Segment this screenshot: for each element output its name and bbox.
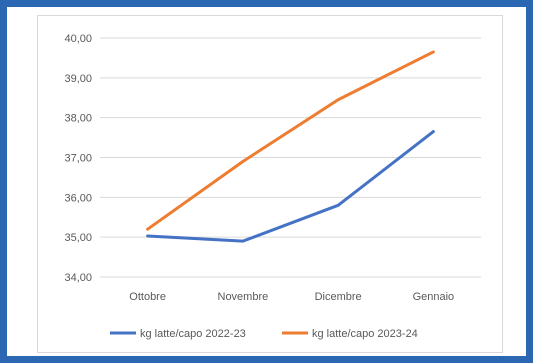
data-point (337, 204, 340, 207)
chart-panel: 34,00 35,00 36,00 37,00 38,00 39,00 40,00 Otto… (37, 15, 503, 353)
x-tick-label: Gennaio (413, 291, 455, 303)
data-point (241, 240, 244, 243)
data-point (337, 98, 340, 101)
y-tick-label: 39,00 (64, 73, 92, 85)
gridlines (100, 37, 481, 278)
data-point (146, 228, 149, 231)
data-point (146, 234, 149, 237)
legend-label: kg latte/capo 2022-23 (140, 328, 246, 340)
line-chart: 34,00 35,00 36,00 37,00 38,00 39,00 40,00 Otto… (64, 33, 481, 340)
series-line-2 (146, 50, 435, 231)
legend: kg latte/capo 2022-23 kg latte/capo 2023-… (110, 328, 418, 340)
y-tick-label: 37,00 (64, 153, 92, 165)
y-tick-label: 36,00 (64, 192, 92, 204)
series-lines (146, 50, 435, 243)
data-point (432, 50, 435, 53)
image-frame: 34,00 35,00 36,00 37,00 38,00 39,00 40,00 Otto… (7, 7, 526, 356)
x-tick-label: Novembre (218, 291, 269, 303)
data-point (432, 130, 435, 133)
y-axis-tick-labels: 34,00 35,00 36,00 37,00 38,00 39,00 40,00 (64, 33, 92, 284)
data-point (241, 160, 244, 163)
y-tick-label: 38,00 (64, 113, 92, 125)
y-tick-label: 34,00 (64, 272, 92, 284)
legend-label: kg latte/capo 2023-24 (312, 328, 418, 340)
x-tick-label: Dicembre (315, 291, 362, 303)
series-line-1 (146, 130, 435, 243)
y-tick-label: 40,00 (64, 33, 92, 45)
y-tick-label: 35,00 (64, 232, 92, 244)
x-axis-tick-labels: Ottobre Novembre Dicembre Gennaio (129, 291, 454, 303)
x-tick-label: Ottobre (129, 291, 166, 303)
